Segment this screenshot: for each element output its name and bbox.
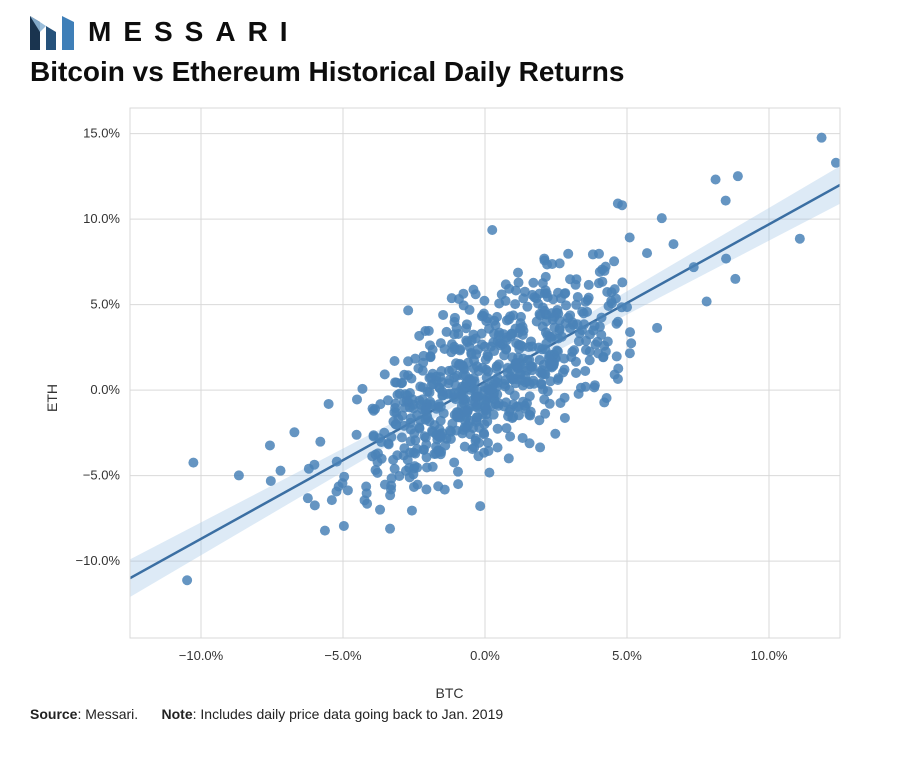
svg-text:−10.0%: −10.0%: [75, 553, 120, 568]
messari-logo-icon: [30, 14, 74, 50]
svg-text:−5.0%: −5.0%: [324, 648, 362, 663]
chart-footer: Source: Messari. Note: Includes daily pr…: [30, 706, 869, 722]
svg-text:0.0%: 0.0%: [90, 382, 120, 397]
svg-text:−10.0%: −10.0%: [178, 648, 223, 663]
source-value: : Messari.: [77, 706, 138, 722]
x-axis-label: BTC: [40, 685, 860, 701]
svg-text:−5.0%: −5.0%: [82, 468, 120, 483]
note-value: : Includes daily price data going back t…: [193, 706, 504, 722]
chart-title: Bitcoin vs Ethereum Historical Daily Ret…: [30, 56, 869, 88]
svg-text:5.0%: 5.0%: [90, 297, 120, 312]
svg-text:10.0%: 10.0%: [83, 211, 120, 226]
svg-text:10.0%: 10.0%: [750, 648, 787, 663]
y-axis-label: ETH: [44, 384, 60, 412]
note-label: Note: [162, 706, 193, 722]
scatter-chart: ETH −10.0% −5.0% 0.0% 5.0% 10.0% −10.0% −5.0% 0…: [40, 98, 860, 698]
svg-text:0.0%: 0.0%: [470, 648, 500, 663]
source-label: Source: [30, 706, 77, 722]
brand-name: MESSARI: [88, 16, 300, 48]
chart-svg: −10.0% −5.0% 0.0% 5.0% 10.0% −10.0% −5.0% 0.0% 5…: [40, 98, 860, 678]
svg-text:15.0%: 15.0%: [83, 126, 120, 141]
brand-logo: MESSARI: [30, 14, 869, 50]
svg-text:5.0%: 5.0%: [612, 648, 642, 663]
